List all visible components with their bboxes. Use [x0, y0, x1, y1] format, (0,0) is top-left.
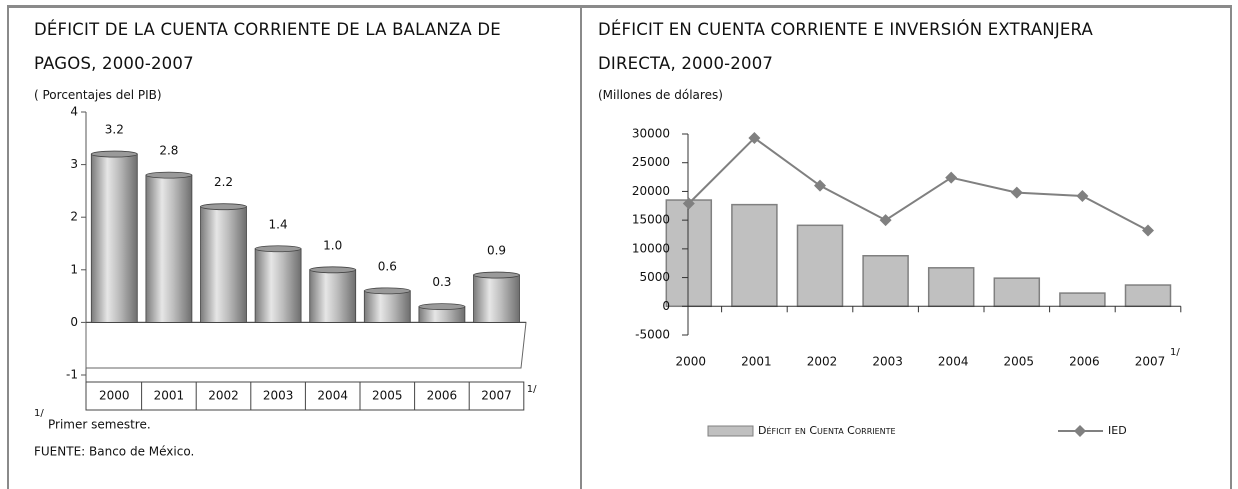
bar-body: [90, 153, 138, 323]
bar-top: [145, 171, 193, 179]
bar-body: [363, 290, 411, 323]
x-tick-label: 2002: [208, 389, 239, 403]
footnote: Primer semestre.: [48, 418, 151, 432]
bar: [254, 245, 302, 323]
y-tick-label: 20000: [632, 184, 670, 198]
data-label: 2.2: [214, 175, 233, 189]
x-tick-label: 2003: [263, 389, 294, 403]
x-tick-label: 2007: [481, 389, 512, 403]
line: [688, 136, 1149, 232]
bar: [145, 171, 193, 323]
marker: [814, 179, 826, 192]
category-note: 1/: [527, 384, 537, 395]
bar: [796, 224, 844, 308]
bar: [363, 287, 411, 323]
bar: [90, 150, 138, 323]
x-tick-label: 2001: [154, 389, 185, 403]
bar: [309, 266, 357, 323]
bar: [927, 267, 975, 308]
x-tick-label: 2000: [676, 355, 707, 369]
bar-top: [200, 203, 247, 211]
bar-top: [309, 266, 357, 274]
bar-body: [200, 206, 247, 323]
floor: [85, 321, 527, 369]
legend-swatch: [707, 425, 754, 437]
marker: [1142, 224, 1154, 237]
legend-label: IED: [1108, 424, 1127, 437]
data-label: 0.6: [378, 259, 397, 273]
bar-body: [309, 269, 357, 323]
bar-top: [254, 245, 302, 253]
y-tick-label: 2: [70, 210, 78, 224]
bar: [1124, 284, 1172, 308]
source: FUENTE: Banco de México.: [34, 445, 194, 459]
y-tick-label: 3: [70, 157, 78, 171]
y-tick-label: 10000: [632, 241, 670, 255]
data-label: 0.3: [432, 275, 451, 289]
y-tick-label: 0: [662, 299, 670, 313]
y-tick-label: 25000: [632, 155, 670, 169]
bar-body: [145, 174, 193, 323]
data-label: 1.4: [269, 217, 288, 231]
bar-top: [473, 271, 520, 279]
x-tick-label: 2004: [317, 389, 348, 403]
marker: [945, 171, 958, 184]
bar-body: [254, 248, 302, 323]
x-tick-label: 2000: [99, 389, 130, 403]
category-note: 1/: [1170, 347, 1180, 358]
x-tick-label: 2001: [741, 355, 772, 369]
x-tick-label: 2005: [372, 389, 403, 403]
marker: [682, 197, 695, 210]
bar: [993, 277, 1041, 308]
marker: [879, 214, 892, 227]
x-tick-label: 2005: [1004, 355, 1035, 369]
bar-top: [90, 150, 138, 158]
bar-top: [363, 287, 411, 295]
data-label: 0.9: [487, 244, 506, 258]
legend-label: Déficit en Cuenta Corriente: [758, 424, 896, 437]
chart-subtitle: (Millones de dólares): [598, 88, 723, 102]
chart-title: DÉFICIT DE LA CUENTA CORRIENTE DE LA BAL…: [34, 20, 501, 73]
y-tick-label: 15000: [632, 213, 670, 227]
bar-body: [473, 274, 520, 323]
divider: [580, 8, 582, 489]
marker: [1076, 190, 1089, 203]
marker: [1010, 186, 1023, 199]
chart-subtitle: ( Porcentajes del PIB): [34, 88, 162, 102]
x-tick-label: 2003: [872, 355, 903, 369]
bar: [862, 254, 909, 308]
y-tick-label: 5000: [639, 270, 670, 284]
data-label: 1.0: [323, 238, 342, 252]
bar: [418, 303, 466, 323]
x-tick-label: 2006: [1069, 355, 1100, 369]
x-tick-label: 2006: [427, 389, 458, 403]
y-tick-label: -5000: [635, 328, 670, 342]
x-tick-label: 2002: [807, 355, 838, 369]
y-tick-label: 0: [70, 315, 78, 329]
y-tick-label: -1: [66, 368, 78, 382]
bar: [731, 203, 778, 308]
y-tick-label: 30000: [632, 127, 670, 141]
bar: [1059, 292, 1106, 308]
data-label: 2.8: [159, 144, 178, 158]
marker: [748, 132, 761, 145]
chart-title: DÉFICIT EN CUENTA CORRIENTE E INVERSIÓN …: [598, 20, 1094, 73]
bar: [473, 271, 520, 323]
bar: [665, 199, 713, 308]
y-tick-label: 4: [70, 105, 78, 119]
frame: [7, 5, 1232, 489]
x-tick-label: 2004: [938, 355, 969, 369]
legend-marker: [1074, 425, 1086, 437]
bar-top: [418, 303, 466, 311]
data-label: 3.2: [105, 123, 124, 137]
x-tick-label: 2007: [1135, 355, 1166, 369]
y-tick-label: 1: [70, 262, 78, 276]
footnote-mark: 1/: [34, 408, 44, 419]
bar: [200, 203, 247, 323]
